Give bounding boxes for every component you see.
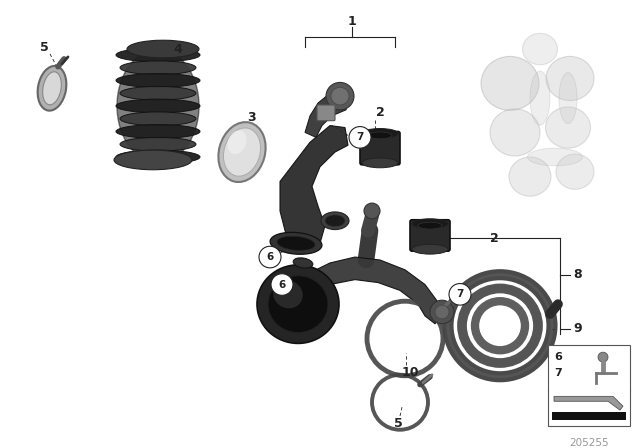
Circle shape bbox=[271, 274, 293, 295]
Ellipse shape bbox=[418, 222, 442, 229]
Circle shape bbox=[259, 246, 281, 268]
Circle shape bbox=[349, 127, 371, 148]
FancyBboxPatch shape bbox=[317, 105, 335, 121]
Ellipse shape bbox=[268, 276, 328, 332]
Ellipse shape bbox=[325, 215, 345, 227]
Circle shape bbox=[449, 284, 471, 305]
Ellipse shape bbox=[116, 48, 200, 62]
Ellipse shape bbox=[509, 157, 551, 196]
Text: 7: 7 bbox=[456, 289, 464, 299]
Ellipse shape bbox=[481, 56, 539, 110]
Text: 205255: 205255 bbox=[569, 438, 609, 448]
Ellipse shape bbox=[277, 236, 315, 250]
Ellipse shape bbox=[218, 122, 266, 182]
Ellipse shape bbox=[362, 158, 398, 168]
Ellipse shape bbox=[527, 148, 582, 166]
Ellipse shape bbox=[38, 66, 67, 111]
Text: 3: 3 bbox=[248, 111, 256, 124]
Ellipse shape bbox=[120, 112, 196, 125]
Ellipse shape bbox=[530, 71, 550, 125]
Ellipse shape bbox=[546, 56, 594, 100]
FancyBboxPatch shape bbox=[548, 345, 630, 426]
Text: 6: 6 bbox=[278, 280, 285, 289]
Text: 8: 8 bbox=[573, 268, 582, 281]
Polygon shape bbox=[280, 125, 348, 250]
Ellipse shape bbox=[120, 138, 196, 151]
Circle shape bbox=[364, 203, 380, 219]
Ellipse shape bbox=[321, 212, 349, 229]
FancyBboxPatch shape bbox=[410, 220, 450, 251]
FancyBboxPatch shape bbox=[552, 412, 626, 420]
Ellipse shape bbox=[116, 125, 200, 138]
Polygon shape bbox=[554, 396, 623, 410]
Text: 4: 4 bbox=[173, 43, 182, 56]
Ellipse shape bbox=[545, 107, 591, 148]
Ellipse shape bbox=[120, 86, 196, 100]
Ellipse shape bbox=[127, 40, 199, 58]
Circle shape bbox=[435, 305, 449, 319]
Circle shape bbox=[331, 87, 349, 105]
Text: 7: 7 bbox=[554, 368, 562, 378]
Text: 2: 2 bbox=[490, 232, 499, 245]
Ellipse shape bbox=[43, 72, 61, 105]
Text: 1: 1 bbox=[348, 15, 356, 28]
Ellipse shape bbox=[368, 132, 392, 139]
Ellipse shape bbox=[490, 109, 540, 156]
Ellipse shape bbox=[559, 73, 577, 124]
Ellipse shape bbox=[223, 128, 260, 176]
Text: 10: 10 bbox=[401, 366, 419, 379]
Polygon shape bbox=[298, 257, 442, 324]
Ellipse shape bbox=[273, 280, 303, 308]
Ellipse shape bbox=[257, 265, 339, 343]
FancyBboxPatch shape bbox=[360, 131, 400, 165]
Text: 6: 6 bbox=[266, 252, 274, 262]
Text: 5: 5 bbox=[394, 418, 403, 431]
Circle shape bbox=[598, 352, 608, 362]
Polygon shape bbox=[305, 90, 350, 138]
Ellipse shape bbox=[522, 33, 557, 65]
Text: 2: 2 bbox=[376, 106, 385, 119]
Ellipse shape bbox=[228, 130, 246, 154]
Ellipse shape bbox=[116, 73, 200, 87]
Ellipse shape bbox=[293, 258, 313, 268]
Text: 5: 5 bbox=[40, 41, 49, 54]
Circle shape bbox=[430, 300, 454, 324]
Ellipse shape bbox=[556, 154, 594, 190]
Ellipse shape bbox=[412, 244, 448, 254]
Ellipse shape bbox=[116, 150, 200, 164]
Text: 6: 6 bbox=[554, 352, 562, 362]
Ellipse shape bbox=[116, 99, 200, 113]
Circle shape bbox=[326, 82, 354, 110]
Text: 9: 9 bbox=[573, 322, 582, 335]
Ellipse shape bbox=[270, 233, 322, 254]
Ellipse shape bbox=[412, 219, 448, 228]
Ellipse shape bbox=[362, 129, 398, 138]
Ellipse shape bbox=[117, 50, 199, 162]
Ellipse shape bbox=[120, 61, 196, 74]
Ellipse shape bbox=[114, 150, 192, 170]
Text: 7: 7 bbox=[356, 132, 364, 142]
